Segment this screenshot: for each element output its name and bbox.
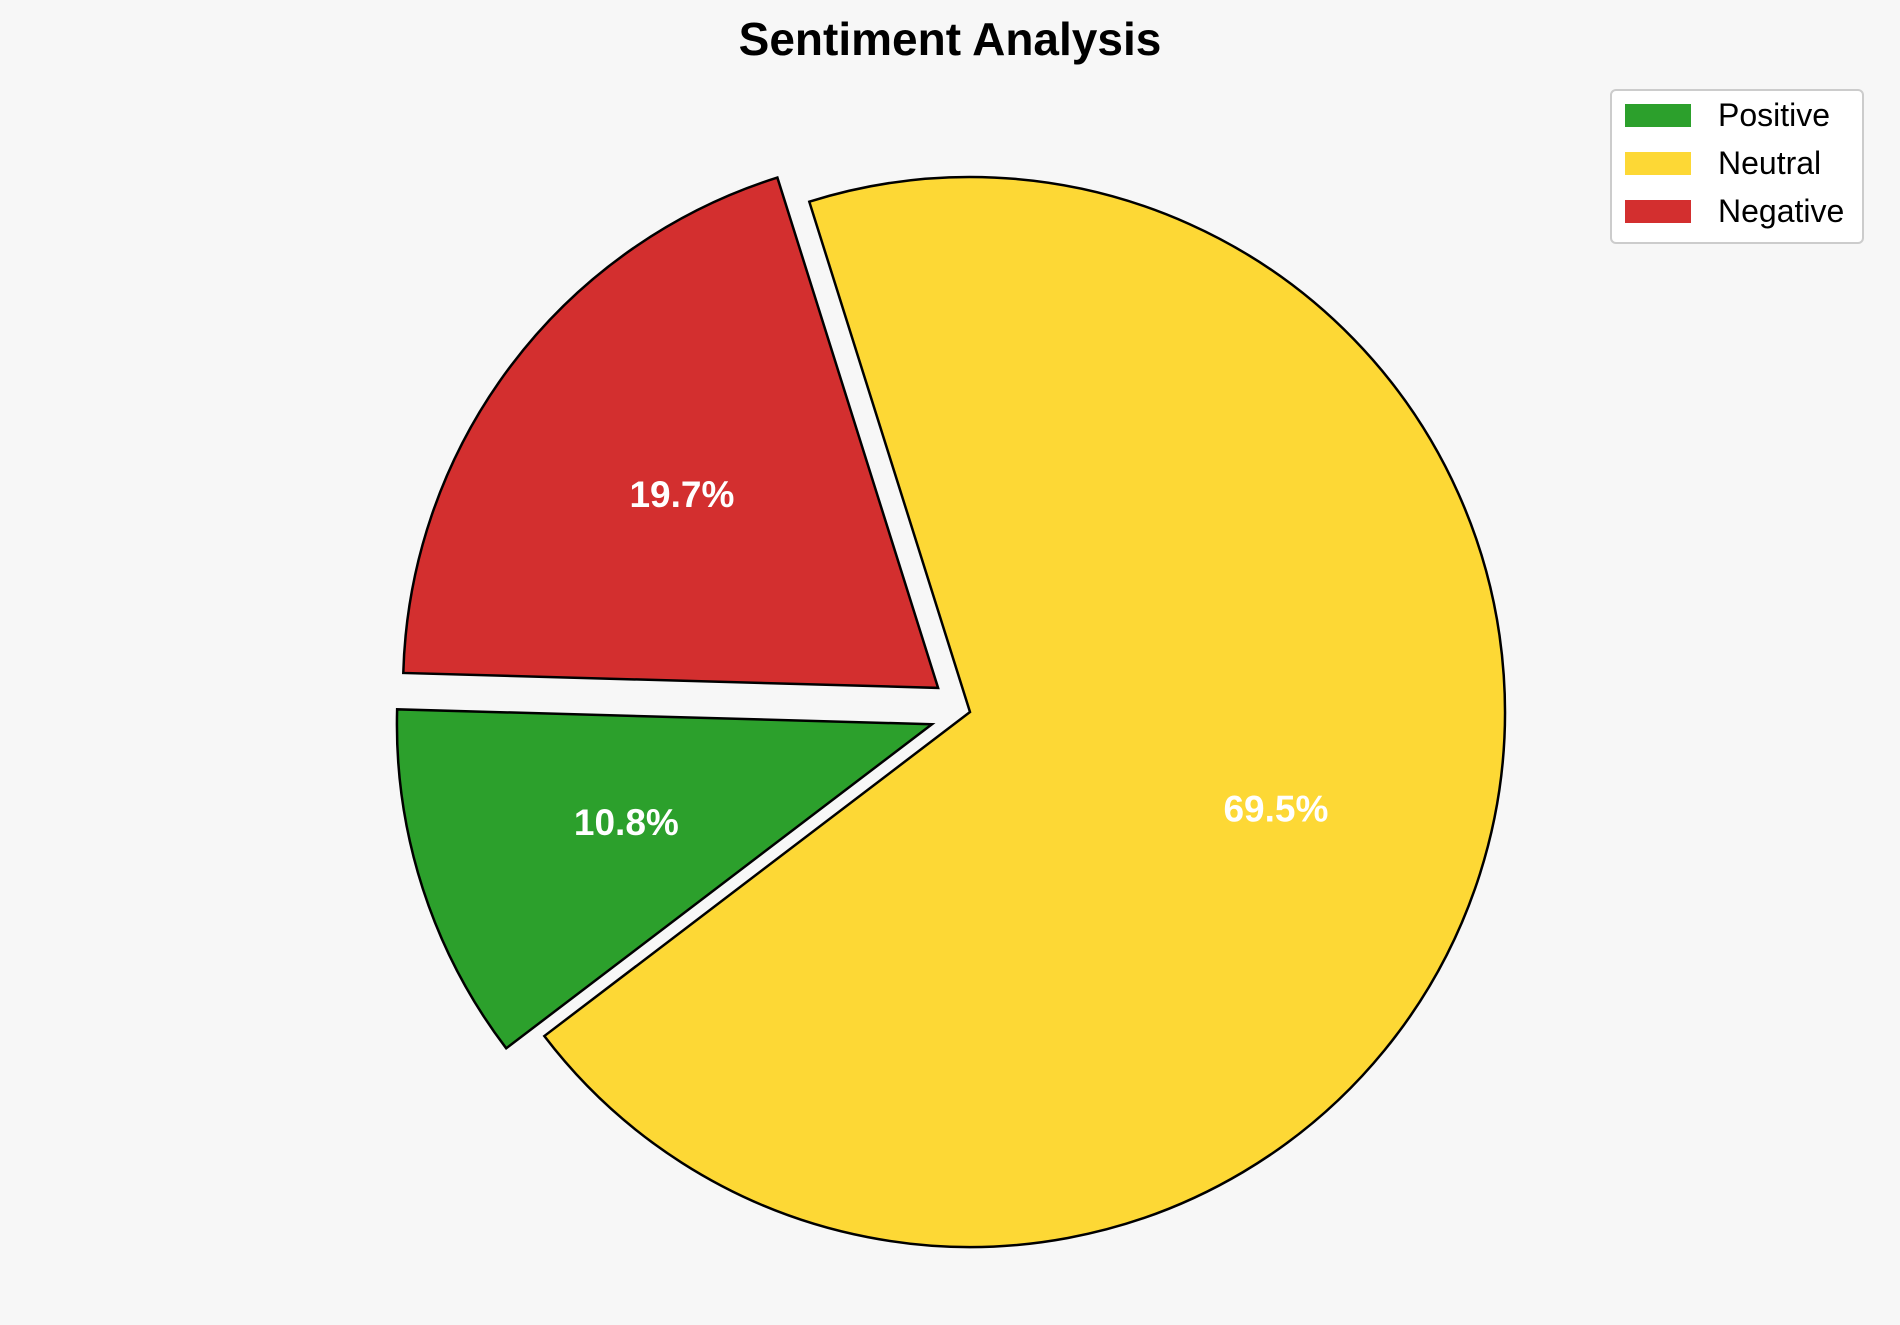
pie-slice-positive <box>395 708 936 1051</box>
legend-swatch-negative <box>1625 200 1691 223</box>
slice-label-positive: 10.8% <box>574 802 679 843</box>
legend-swatch-neutral <box>1625 152 1691 175</box>
pie-slice-neutral <box>542 175 1507 1249</box>
slice-label-neutral: 69.5% <box>1223 789 1328 830</box>
legend-swatch-positive <box>1625 104 1691 127</box>
legend-label-negative: Negative <box>1718 193 1844 229</box>
pie-slices <box>395 175 1507 1249</box>
slice-label-negative: 19.7% <box>629 474 734 515</box>
legend-label-positive: Positive <box>1718 97 1830 133</box>
chart-title: Sentiment Analysis <box>739 13 1162 65</box>
legend-items: Positive Neutral Negative <box>1625 97 1844 229</box>
slice-labels: 10.8% 69.5% 19.7% <box>574 474 1329 843</box>
pie-slice-negative <box>402 176 940 690</box>
legend: Positive Neutral Negative <box>1610 89 1864 244</box>
legend-label-neutral: Neutral <box>1718 145 1821 181</box>
